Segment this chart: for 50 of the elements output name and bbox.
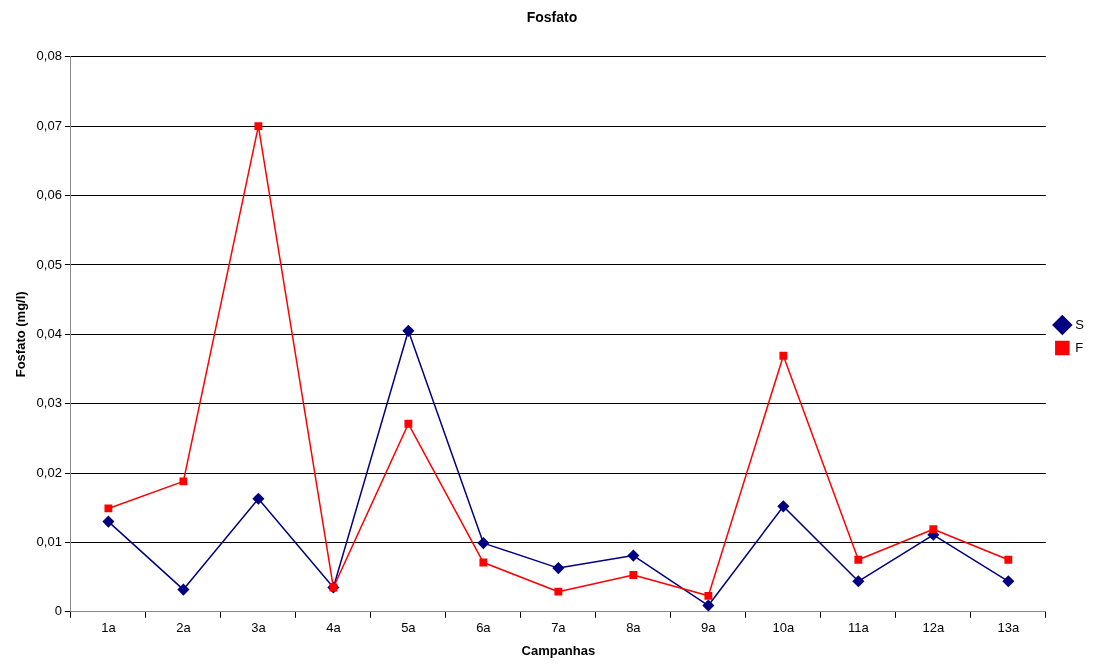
y-tick-label: 0,03 bbox=[36, 395, 62, 411]
point bbox=[779, 351, 788, 360]
point bbox=[854, 555, 863, 564]
y-tick-label: 0,06 bbox=[36, 187, 62, 203]
x-tick-label: 7a bbox=[551, 620, 567, 636]
point bbox=[477, 537, 490, 549]
point bbox=[404, 419, 413, 428]
point bbox=[1004, 555, 1013, 564]
x-tick-label: 6a bbox=[476, 620, 492, 636]
point bbox=[479, 558, 488, 567]
x-tick-label: 3a bbox=[251, 620, 267, 636]
point bbox=[852, 575, 865, 588]
point bbox=[254, 122, 263, 131]
x-axis-title: Campanhas bbox=[521, 642, 596, 658]
point bbox=[702, 599, 715, 612]
point bbox=[629, 571, 638, 579]
x-tick-label: 9a bbox=[701, 620, 717, 636]
y-tick-label: 0,07 bbox=[36, 117, 62, 133]
point bbox=[402, 325, 415, 337]
point bbox=[179, 477, 188, 486]
legend-label: S bbox=[1075, 316, 1085, 332]
x-tick-label: 1a bbox=[101, 620, 117, 636]
y-tick-label: 0,02 bbox=[36, 464, 62, 480]
point bbox=[704, 591, 713, 600]
point bbox=[554, 587, 563, 596]
y-tick-label: 0,05 bbox=[36, 256, 62, 272]
x-tick-label: 4a bbox=[326, 620, 342, 636]
y-tick-label: 0 bbox=[54, 603, 62, 619]
y-axis-title: Fosfato (mg/l) bbox=[13, 291, 29, 378]
point bbox=[929, 525, 938, 534]
point bbox=[177, 583, 190, 596]
point bbox=[552, 562, 565, 574]
y-tick-label: 0,08 bbox=[36, 48, 62, 64]
chart-title: Fosfato bbox=[526, 9, 578, 26]
x-tick-label: 10a bbox=[772, 620, 795, 636]
legend-label: F bbox=[1075, 339, 1084, 355]
x-tick-label: 12a bbox=[922, 620, 945, 636]
point bbox=[777, 500, 790, 513]
y-tick-label: 0,01 bbox=[36, 534, 62, 549]
point bbox=[1002, 575, 1015, 588]
x-tick-label: 8a bbox=[626, 620, 642, 636]
point bbox=[252, 492, 265, 505]
x-tick-label: 13a bbox=[997, 620, 1020, 636]
point bbox=[102, 515, 115, 528]
x-tick-label: 5a bbox=[401, 620, 417, 636]
y-tick-label: 0,04 bbox=[36, 325, 62, 341]
x-tick-label: 11a bbox=[847, 620, 870, 636]
point bbox=[627, 549, 640, 562]
point bbox=[104, 504, 113, 513]
x-tick-label: 2a bbox=[176, 620, 192, 636]
